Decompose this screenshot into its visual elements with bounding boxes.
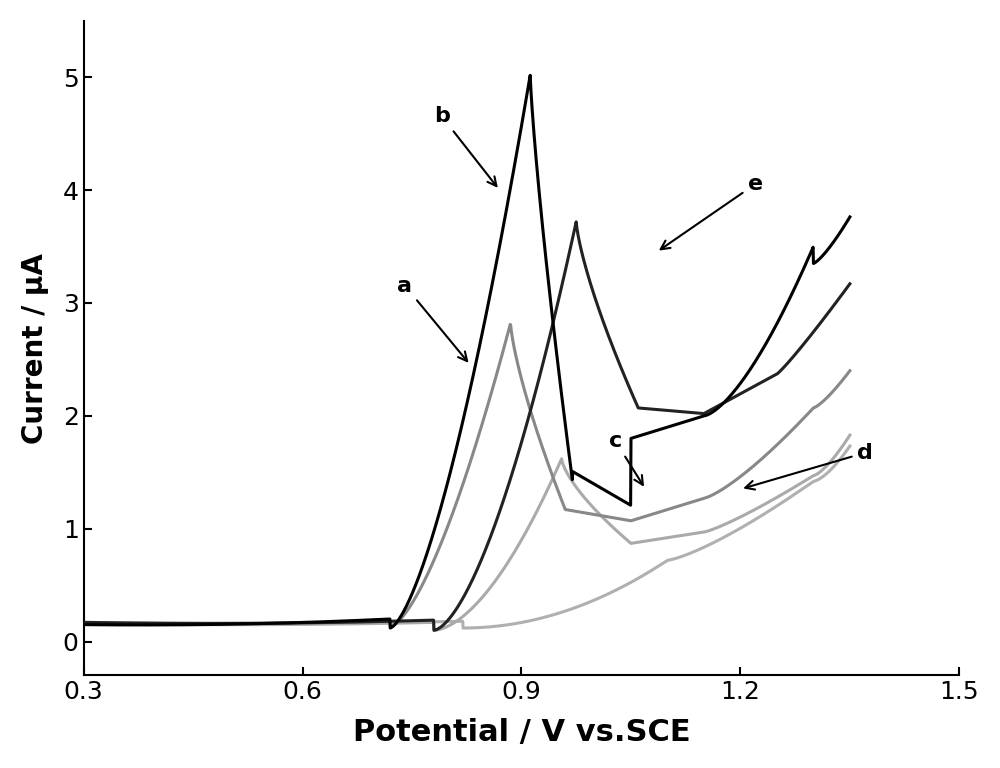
Text: c: c <box>609 432 643 485</box>
Text: a: a <box>397 276 467 361</box>
Text: b: b <box>434 107 496 186</box>
Text: d: d <box>745 442 873 489</box>
Y-axis label: Current / μA: Current / μA <box>21 253 49 444</box>
Text: e: e <box>661 174 763 250</box>
X-axis label: Potential / V vs.SCE: Potential / V vs.SCE <box>353 718 690 747</box>
